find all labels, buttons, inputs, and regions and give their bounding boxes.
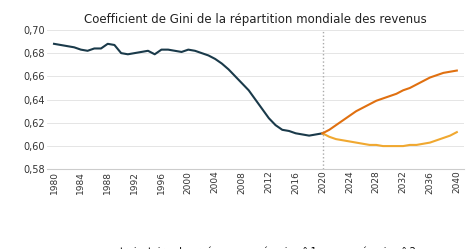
Line: trajectoire observée: trajectoire observée (54, 44, 323, 136)
scénario n° 1 (373, 143, 379, 146)
trajectoire observée (78, 48, 84, 51)
scénario n° 2 (394, 92, 399, 95)
trajectoire observée (199, 52, 204, 55)
trajectoire observée (172, 49, 178, 52)
trajectoire observée (132, 52, 138, 55)
trajectoire observée (179, 51, 184, 54)
scénario n° 2 (326, 128, 332, 131)
trajectoire observée (51, 42, 57, 45)
Title: Coefficient de Gini de la répartition mondiale des revenus: Coefficient de Gini de la répartition mo… (84, 13, 427, 26)
scénario n° 2 (407, 86, 412, 89)
trajectoire observée (98, 47, 104, 50)
scénario n° 1 (440, 136, 446, 139)
trajectoire observée (307, 134, 312, 137)
trajectoire observée (212, 58, 218, 61)
trajectoire observée (125, 53, 131, 56)
trajectoire observée (165, 48, 171, 51)
Line: scénario n° 1: scénario n° 1 (323, 132, 457, 146)
trajectoire observée (158, 48, 164, 51)
trajectoire observée (85, 49, 90, 52)
scénario n° 2 (434, 74, 439, 77)
trajectoire observée (118, 52, 124, 55)
scénario n° 2 (360, 106, 366, 109)
Legend: trajectoire observée, scénario n° 1, scénario n° 2: trajectoire observée, scénario n° 1, scé… (95, 247, 416, 249)
trajectoire observée (299, 133, 305, 136)
scénario n° 2 (400, 89, 406, 92)
scénario n° 1 (353, 141, 359, 144)
scénario n° 1 (400, 145, 406, 148)
scénario n° 2 (380, 97, 386, 100)
scénario n° 2 (347, 114, 352, 117)
scénario n° 1 (380, 145, 386, 148)
trajectoire observée (71, 46, 77, 49)
scénario n° 1 (427, 141, 433, 144)
trajectoire observée (266, 117, 272, 120)
trajectoire observée (139, 51, 144, 54)
scénario n° 2 (387, 95, 393, 98)
scénario n° 2 (320, 132, 325, 135)
trajectoire observée (313, 133, 319, 136)
Line: scénario n° 2: scénario n° 2 (323, 70, 457, 133)
trajectoire observée (206, 54, 211, 57)
trajectoire observée (192, 49, 198, 52)
scénario n° 1 (407, 143, 412, 146)
scénario n° 1 (454, 131, 460, 134)
trajectoire observée (259, 107, 265, 110)
trajectoire observée (239, 82, 245, 85)
trajectoire observée (105, 42, 111, 45)
trajectoire observée (152, 53, 158, 56)
trajectoire observée (145, 49, 151, 52)
scénario n° 2 (427, 76, 433, 79)
scénario n° 2 (340, 119, 346, 122)
scénario n° 2 (333, 124, 339, 127)
trajectoire observée (112, 44, 117, 47)
scénario n° 1 (340, 139, 346, 142)
scénario n° 2 (447, 70, 453, 73)
trajectoire observée (219, 62, 225, 65)
scénario n° 1 (394, 145, 399, 148)
trajectoire observée (273, 124, 279, 127)
scénario n° 2 (440, 71, 446, 74)
scénario n° 1 (360, 142, 366, 145)
trajectoire observée (232, 75, 238, 78)
scénario n° 2 (420, 79, 426, 82)
trajectoire observée (58, 44, 63, 47)
trajectoire observée (293, 132, 298, 135)
trajectoire observée (91, 47, 97, 50)
scénario n° 1 (326, 135, 332, 138)
scénario n° 2 (454, 69, 460, 72)
scénario n° 2 (367, 103, 372, 106)
scénario n° 1 (414, 143, 420, 146)
scénario n° 2 (353, 110, 359, 113)
trajectoire observée (185, 48, 191, 51)
scénario n° 1 (387, 145, 393, 148)
scénario n° 1 (333, 138, 339, 141)
trajectoire observée (226, 68, 231, 71)
scénario n° 1 (367, 143, 372, 146)
scénario n° 1 (320, 132, 325, 135)
scénario n° 1 (347, 140, 352, 143)
trajectoire observée (320, 132, 325, 135)
trajectoire observée (65, 45, 70, 48)
trajectoire observée (253, 98, 258, 101)
scénario n° 1 (434, 139, 439, 142)
scénario n° 1 (447, 134, 453, 137)
trajectoire observée (286, 129, 292, 132)
scénario n° 2 (414, 83, 420, 86)
trajectoire observée (246, 89, 252, 92)
trajectoire observée (280, 128, 285, 131)
scénario n° 2 (373, 99, 379, 102)
scénario n° 1 (420, 142, 426, 145)
